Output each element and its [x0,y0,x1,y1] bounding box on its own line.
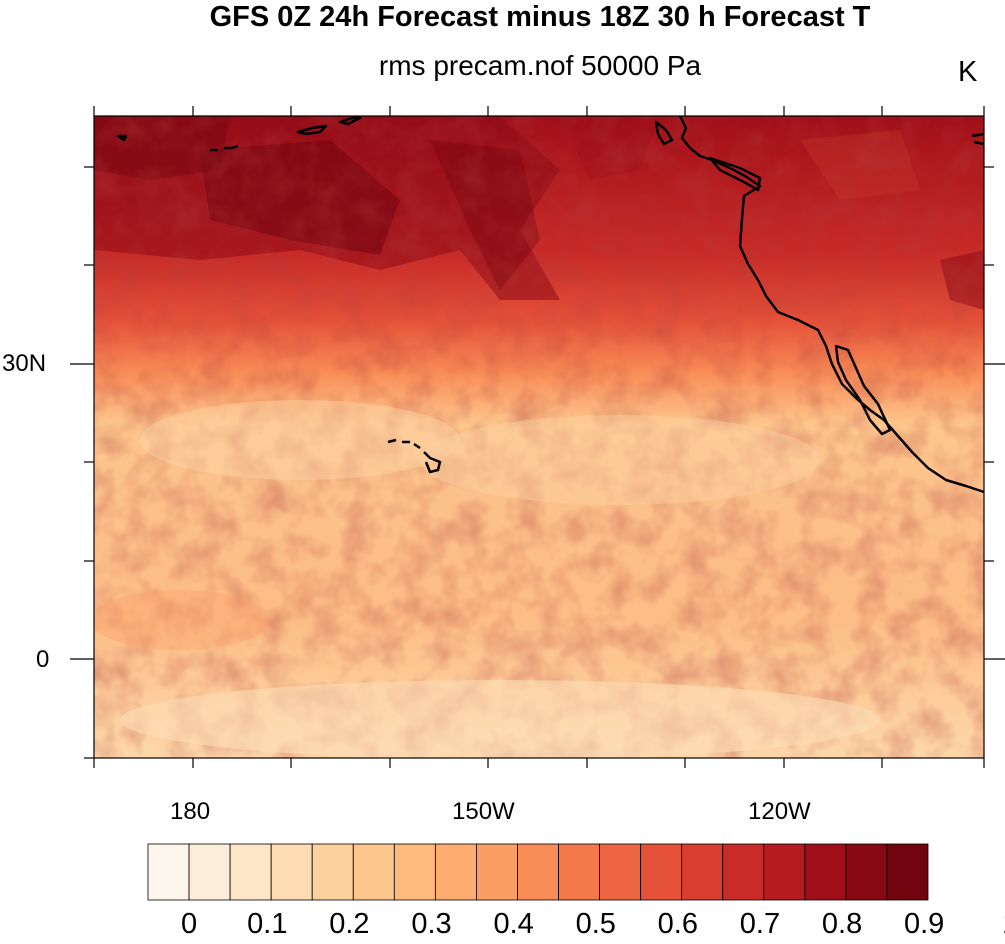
colorbar-swatch [886,843,929,901]
colorbar-swatch [517,843,559,901]
lon-label-180: 180 [170,798,211,825]
colorbar-label: 1 [1002,908,1005,940]
colorbar-label: 0 [181,908,198,940]
colorbar-swatch [558,843,600,901]
colorbar-swatch [845,843,888,901]
colorbar-label: 0.1 [247,908,288,940]
colorbar-label: 0.7 [739,908,781,940]
lon-label-120w: 120W [748,798,811,825]
colorbar-swatch [599,843,642,901]
plot-frame [93,115,985,759]
colorbar-swatch [763,843,806,901]
chart-subtitle: rms precam.nof 50000 Pa [378,50,702,81]
colorbar-label: 0.2 [329,908,370,940]
colorbar-swatch [804,843,847,901]
colorbar-swatch [640,843,683,901]
colorbar-label: 0.4 [493,908,534,940]
colorbar-swatch [434,843,477,901]
axis-ticks [70,106,1005,768]
field-heatmap [94,116,984,758]
colorbar-label: 0.3 [411,908,452,940]
colorbar-label: 0.8 [821,908,863,940]
colorbar-label: 0.6 [657,908,698,940]
lon-label-150w: 150W [452,798,515,825]
colorbar-label: 0.9 [904,908,945,940]
colorbar-swatch [229,843,272,901]
colorbar-swatch [393,843,436,901]
colorbar-swatch [188,843,231,901]
colorbar-swatch [681,843,724,901]
colorbar-swatch [722,843,765,901]
chart-title: GFS 0Z 24h Forecast minus 18Z 30 h Forec… [209,1,871,33]
colorbar-swatch [270,843,313,901]
coastline [116,115,985,494]
units-label: K [958,56,978,88]
lat-label-30n: 30N [2,350,47,377]
colorbar-label: 0.5 [575,908,616,940]
colorbar-swatch [476,843,518,901]
lat-label-0: 0 [36,646,50,673]
colorbar-swatch [147,843,190,901]
colorbar-swatch [352,843,395,901]
colorbar-swatch [311,843,354,901]
